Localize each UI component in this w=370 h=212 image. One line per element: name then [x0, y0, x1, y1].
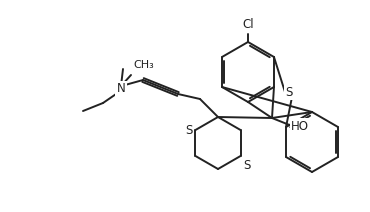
Text: S: S [243, 159, 251, 172]
Text: S: S [185, 124, 192, 137]
Text: Cl: Cl [242, 18, 254, 31]
Text: N: N [117, 82, 125, 95]
Text: CH₃: CH₃ [133, 60, 154, 70]
Text: HO: HO [291, 120, 309, 132]
Text: S: S [285, 85, 293, 99]
